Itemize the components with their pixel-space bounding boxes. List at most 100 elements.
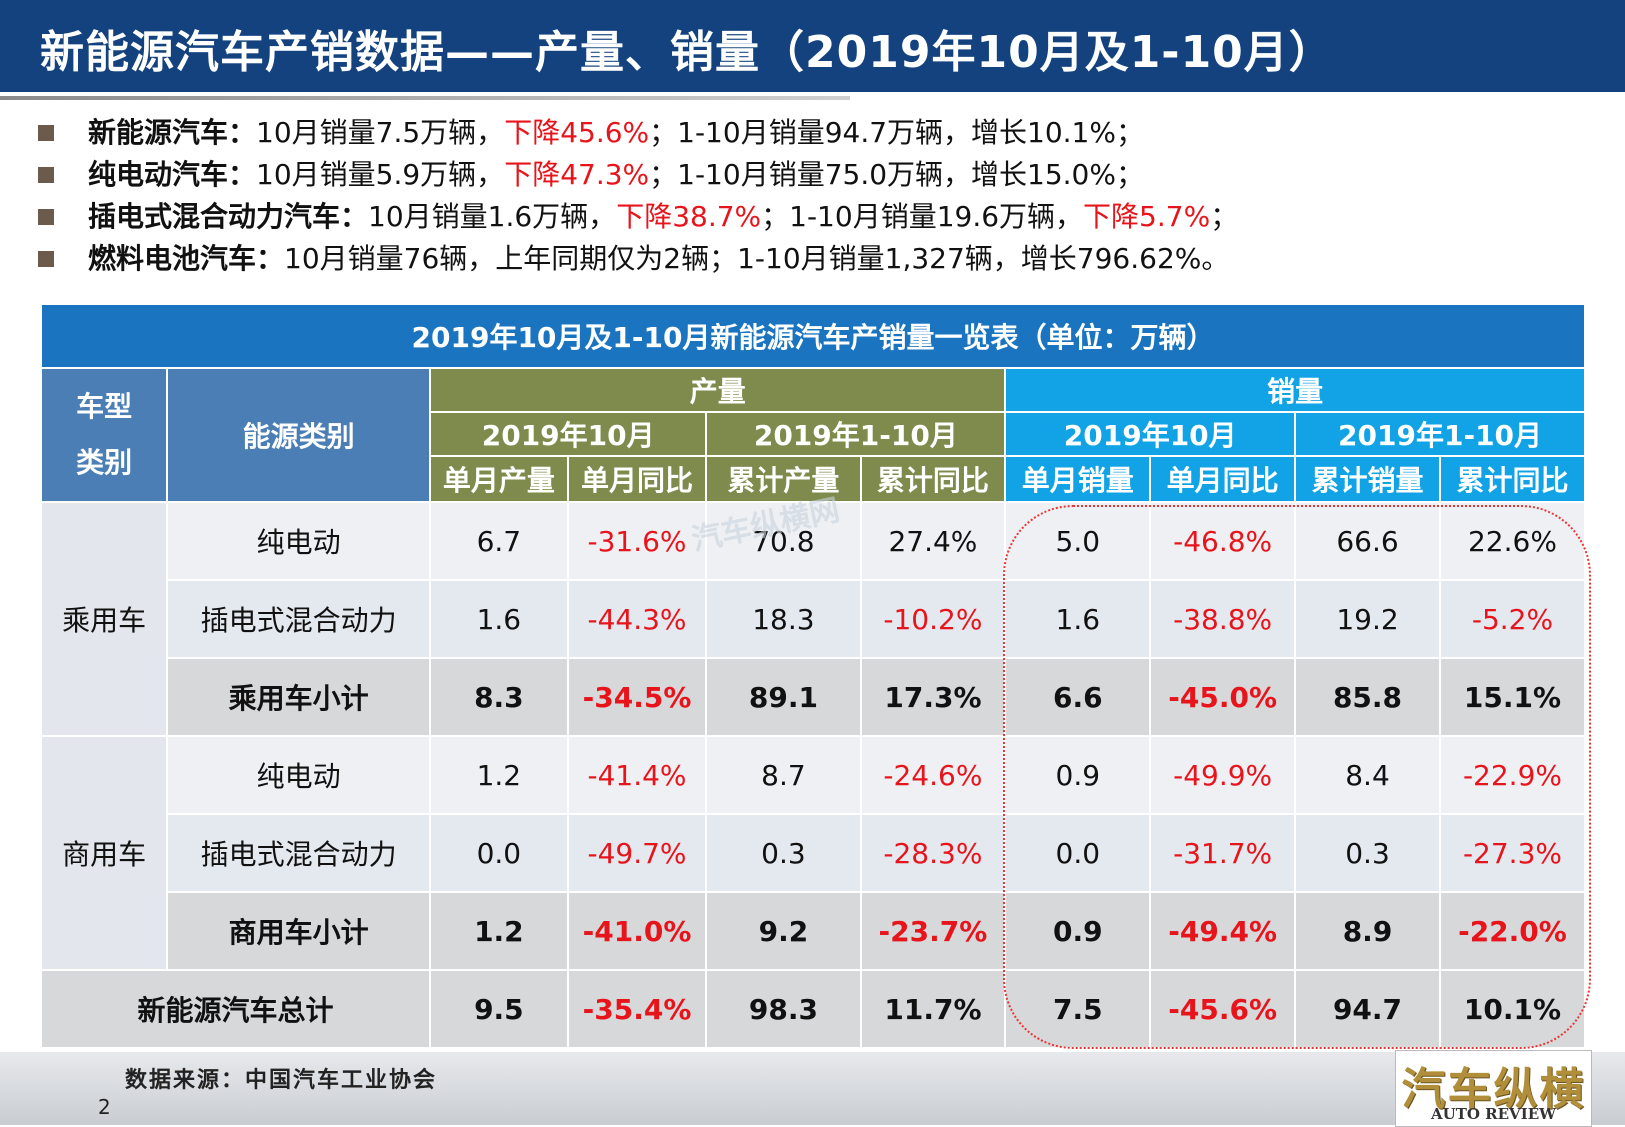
table-cell: 89.1 [705, 657, 862, 737]
energy-type-cell: 插电式混合动力 [166, 813, 432, 893]
bullet-item: 新能源汽车：10月销量7.5万辆，下降45.6%；1-10月销量94.7万辆，增… [36, 112, 1596, 154]
energy-type-cell: 插电式混合动力 [166, 579, 432, 659]
table-cell: -34.5% [566, 657, 708, 737]
vehicle-category-cell: 乘用车 [39, 501, 169, 737]
table-cell: 9.5 [429, 969, 569, 1049]
table-cell: 66.6 [1294, 501, 1441, 581]
sub-header-cell: 累计同比 [859, 455, 1007, 503]
bullet-item: 燃料电池汽车：10月销量76辆，上年同期仅为2辆；1-10月销量1,327辆，增… [36, 238, 1596, 280]
bullet-item: 插电式混合动力汽车：10月销量1.6万辆，下降38.7%；1-10月销量19.6… [36, 196, 1596, 238]
table-cell: 0.9 [1004, 891, 1152, 971]
table-cell: -31.7% [1149, 813, 1297, 893]
table-cell: 17.3% [859, 657, 1007, 737]
title-bar: 新能源汽车产销数据——产量、销量（2019年10月及1-10月） [0, 0, 1625, 92]
header-production-month: 2019年10月 [429, 411, 708, 457]
bullet-heading: 新能源汽车： [88, 116, 257, 149]
page-number: 2 [98, 1095, 111, 1119]
header-vehicle-type-line1: 车型 [76, 390, 133, 423]
table-cell: 7.5 [1004, 969, 1152, 1049]
bullet-heading: 插电式混合动力汽车： [88, 200, 369, 233]
header-sales: 销量 [1004, 367, 1586, 413]
bullet-highlight-text: 下降5.7% [1083, 200, 1211, 233]
table-cell: -49.7% [566, 813, 708, 893]
table-cell: 8.3 [429, 657, 569, 737]
table-cell: 8.7 [705, 735, 862, 815]
table-cell: -31.6% [566, 501, 708, 581]
vehicle-category-cell: 商用车 [39, 735, 169, 971]
table-cell: -23.7% [859, 891, 1007, 971]
table-cell: 6.7 [429, 501, 569, 581]
table-cell: 11.7% [859, 969, 1007, 1049]
table-cell: 10.1% [1438, 969, 1587, 1049]
bullet-square-icon [38, 251, 54, 267]
table-cell: -35.4% [566, 969, 708, 1049]
total-row: 新能源汽车总计 9.5 -35.4% 98.3 11.7% 7.5 -45.6% 94.7 10… [39, 969, 1587, 1049]
nev-data-table: 2019年10月及1-10月新能源汽车产销量一览表（单位：万辆） 车型 类别 能… [39, 303, 1587, 1049]
page-title: 新能源汽车产销数据——产量、销量（2019年10月及1-10月） [40, 27, 1334, 78]
table-cell: 70.8 [705, 501, 862, 581]
bullet-text: 10月销量1.6万辆， [368, 200, 617, 233]
table-cell: 0.0 [429, 813, 569, 893]
bullet-highlight-text: 下降38.7% [616, 200, 762, 233]
sub-header-cell: 单月同比 [1149, 455, 1297, 503]
bullet-text: ；1-10月销量94.7万辆，增长10.1%； [649, 116, 1144, 149]
table-row: 商用车 纯电动 1.2 -41.4% 8.7 -24.6% 0.9 -49.9% 8.4 -22.… [39, 735, 1587, 971]
table-cell: -38.8% [1149, 579, 1297, 659]
header-production-ytd: 2019年1-10月 [705, 411, 1007, 457]
bullet-item: 纯电动汽车：10月销量5.9万辆，下降47.3%；1-10月销量75.0万辆，增… [36, 154, 1596, 196]
bullet-square-icon [38, 125, 54, 141]
bullet-square-icon [38, 167, 54, 183]
bullet-highlight-text: 下降47.3% [504, 158, 650, 191]
data-source: 数据来源：中国汽车工业协会 [125, 1067, 438, 1093]
summary-bullets: 新能源汽车：10月销量7.5万辆，下降45.6%；1-10月销量94.7万辆，增… [36, 112, 1596, 280]
table-cell: 6.6 [1004, 657, 1152, 737]
subtotal-label: 商用车小计 [166, 891, 432, 971]
table-cell: -27.3% [1438, 813, 1587, 893]
table-cell: -45.0% [1149, 657, 1297, 737]
table-cell: -10.2% [859, 579, 1007, 659]
bullet-text: ； [1210, 200, 1239, 233]
logo-chinese-text: 汽车纵横 [1401, 1064, 1586, 1115]
table-cell: 1.6 [1004, 579, 1152, 659]
sub-header-cell: 累计销量 [1294, 455, 1441, 503]
auto-review-logo: 汽车纵横 AUTO REVIEW [1395, 1050, 1592, 1127]
table-cell: -41.4% [566, 735, 708, 815]
bullet-heading: 纯电动汽车： [88, 158, 257, 191]
table-cell: -5.2% [1438, 579, 1587, 659]
table-cell: 15.1% [1438, 657, 1587, 737]
bullet-text: 10月销量5.9万辆， [256, 158, 505, 191]
table-cell: 0.3 [1294, 813, 1441, 893]
table-cell: 85.8 [1294, 657, 1441, 737]
sub-header-cell: 累计产量 [705, 455, 862, 503]
header-energy-type: 能源类别 [166, 367, 432, 503]
table-cell: 5.0 [1004, 501, 1152, 581]
table-cell: 8.9 [1294, 891, 1441, 971]
table-row: 插电式混合动力 0.0 -49.7% 0.3 -28.3% 0.0 -31.7% 0.3 -27… [41, 813, 1587, 893]
table-cell: 1.2 [429, 735, 569, 815]
bullet-text: 10月销量76辆，上年同期仅为2辆；1-10月销量1,327辆，增长796.62… [284, 242, 1230, 275]
table-cell: 22.6% [1438, 501, 1587, 581]
table-row: 乘用车小计 8.3 -34.5% 89.1 17.3% 6.6 -45.0% 85.8 15.1… [41, 657, 1587, 737]
table-row: 乘用车 纯电动 6.7 -31.6% 70.8 27.4% 5.0 -46.8% 66.6 22.… [39, 501, 1587, 737]
table-cell: -44.3% [566, 579, 708, 659]
table-cell: 0.9 [1004, 735, 1152, 815]
bullet-text: 10月销量7.5万辆， [256, 116, 505, 149]
header-vehicle-type: 车型 类别 [39, 367, 169, 503]
table-row: 插电式混合动力 1.6 -44.3% 18.3 -10.2% 1.6 -38.8% 19.2-… [41, 579, 1587, 659]
sub-header-cell: 单月销量 [1004, 455, 1152, 503]
header-sales-month: 2019年10月 [1004, 411, 1297, 457]
header-production: 产量 [429, 367, 1007, 413]
table-cell: -24.6% [859, 735, 1007, 815]
logo-english-text: AUTO REVIEW [1430, 1105, 1556, 1123]
sub-header-cell: 单月产量 [429, 455, 569, 503]
table-cell: 27.4% [859, 501, 1007, 581]
table-cell: 0.3 [705, 813, 862, 893]
header-sales-ytd: 2019年1-10月 [1294, 411, 1586, 457]
table-cell: -41.0% [566, 891, 708, 971]
table-caption: 2019年10月及1-10月新能源汽车产销量一览表（单位：万辆） [40, 303, 1586, 369]
table-cell: -28.3% [859, 813, 1007, 893]
table-cell: 9.2 [705, 891, 862, 971]
table-cell: -22.9% [1438, 735, 1587, 815]
bullet-text: ；1-10月销量19.6万辆， [761, 200, 1084, 233]
subtotal-label: 乘用车小计 [166, 657, 432, 737]
